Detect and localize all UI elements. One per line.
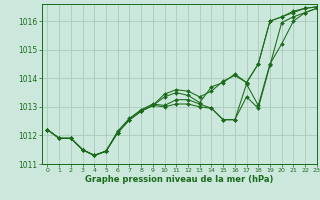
X-axis label: Graphe pression niveau de la mer (hPa): Graphe pression niveau de la mer (hPa) bbox=[85, 175, 273, 184]
